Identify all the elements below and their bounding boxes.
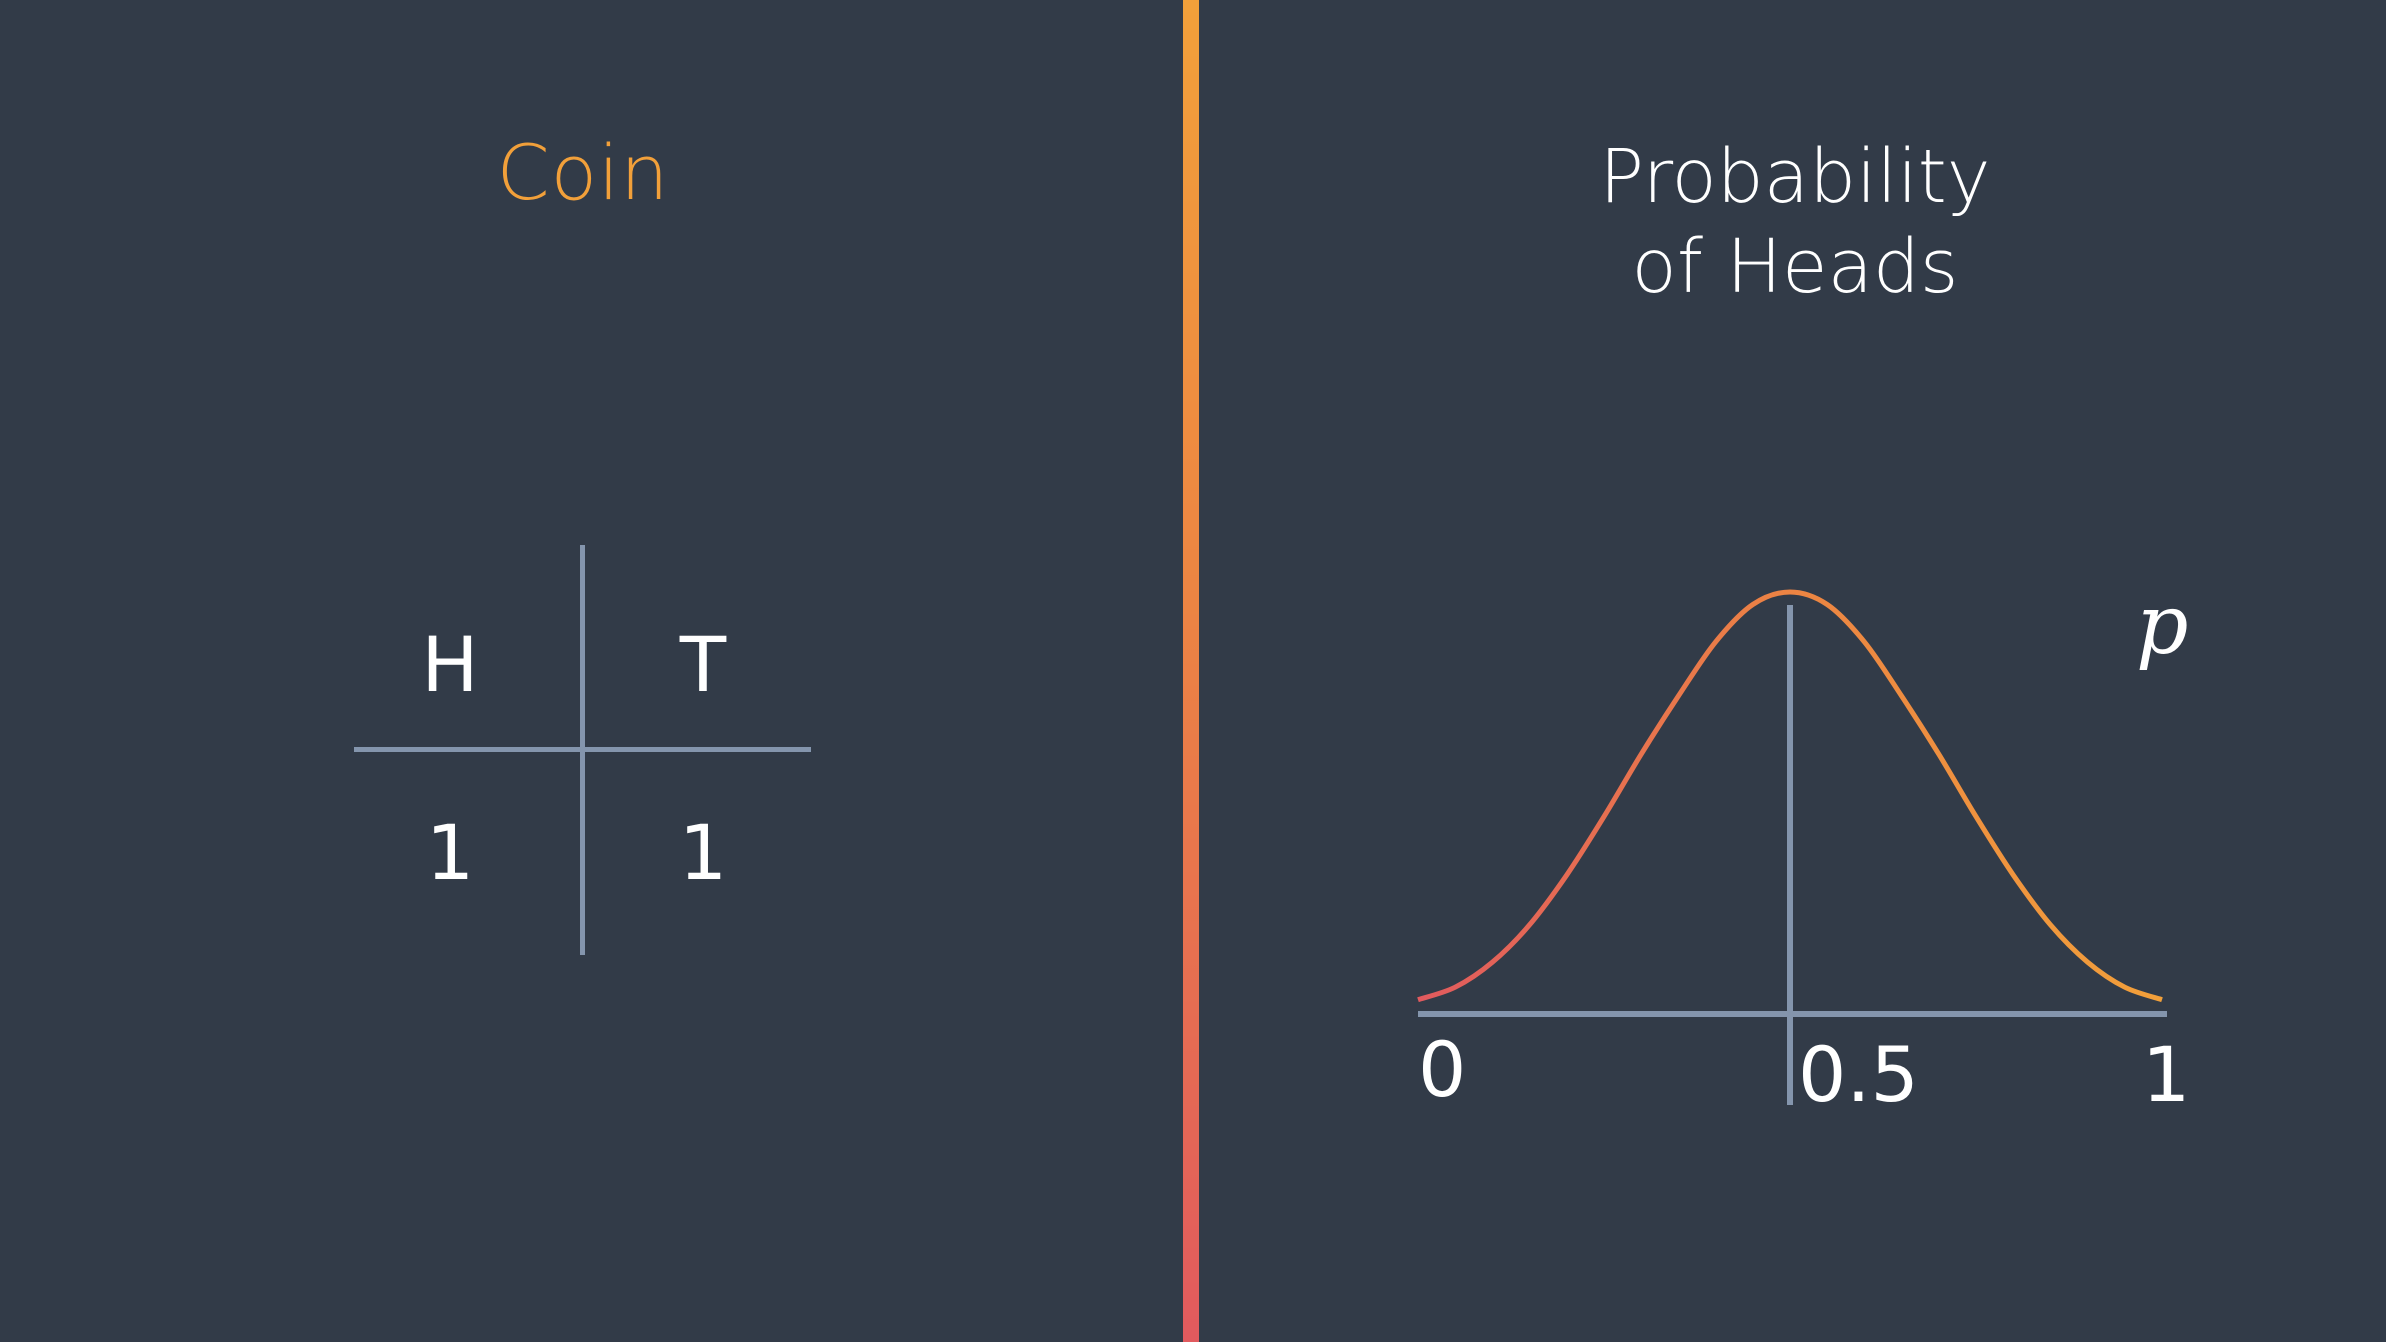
probability-title: Probability of Heads: [1500, 132, 2090, 312]
tails-header: T: [679, 620, 727, 709]
coin-panel: Coin H T 1 1: [0, 0, 1183, 1342]
x-tick-0-5: 0.5: [1798, 1030, 1919, 1119]
probability-title-line1: Probability: [1599, 134, 1991, 220]
panel-divider: [1183, 0, 1199, 1342]
coin-title: Coin: [496, 128, 670, 217]
x-tick-1: 1: [2142, 1030, 2191, 1119]
heads-count: 1: [425, 808, 475, 897]
probability-title-line2: of Heads: [1631, 224, 1959, 310]
x-tick-0: 0: [1418, 1025, 1467, 1114]
heads-header: H: [421, 620, 479, 709]
variable-label: p: [2136, 578, 2189, 673]
table-horizontal-rule: [354, 747, 811, 752]
tails-count: 1: [678, 808, 728, 897]
